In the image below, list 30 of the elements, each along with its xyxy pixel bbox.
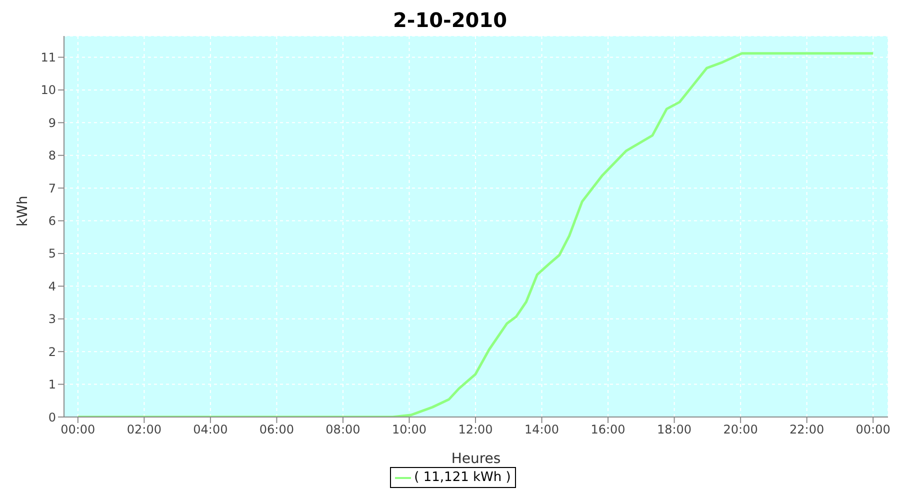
x-tick-label: 08:00: [326, 422, 360, 437]
x-tick-label: 00:00: [60, 422, 96, 437]
x-tick-label: 14:00: [524, 422, 560, 437]
x-tick-label: 00:00: [856, 422, 890, 437]
x-tick-label: 16:00: [590, 422, 626, 437]
y-tick-label: 4: [48, 279, 56, 294]
y-tick-label: 11: [40, 50, 56, 65]
x-tick-label: 04:00: [193, 422, 228, 437]
line-series: [76, 52, 874, 417]
y-axis-title: kWh: [14, 196, 31, 226]
chart-title: 2-10-2010: [392, 8, 508, 34]
y-tick-label: 8: [48, 148, 56, 163]
y-tick-label: 6: [48, 214, 56, 228]
x-axis-title: Heures: [451, 451, 501, 467]
legend-label: ( 11,121 kWh ): [414, 470, 511, 485]
y-tick-label: 1: [48, 378, 56, 392]
y-tick-label: 0: [48, 410, 56, 424]
x-tick-label: 10:00: [392, 422, 427, 437]
x-tick-label: 22:00: [790, 422, 824, 437]
y-tick-label: 2: [48, 344, 56, 359]
x-tick-label: 12:00: [458, 422, 493, 437]
y-tick-label: 10: [40, 83, 56, 98]
x-tick-label: 20:00: [723, 422, 758, 437]
x-tick-label: 18:00: [657, 422, 692, 437]
y-tick-label: 5: [48, 246, 56, 261]
y-tick-label: 3: [48, 312, 56, 326]
y-tick-label: 9: [48, 116, 56, 130]
x-tick-label: 02:00: [126, 422, 162, 437]
x-tick-label: 06:00: [259, 422, 294, 437]
y-tick-label: 7: [48, 181, 56, 196]
